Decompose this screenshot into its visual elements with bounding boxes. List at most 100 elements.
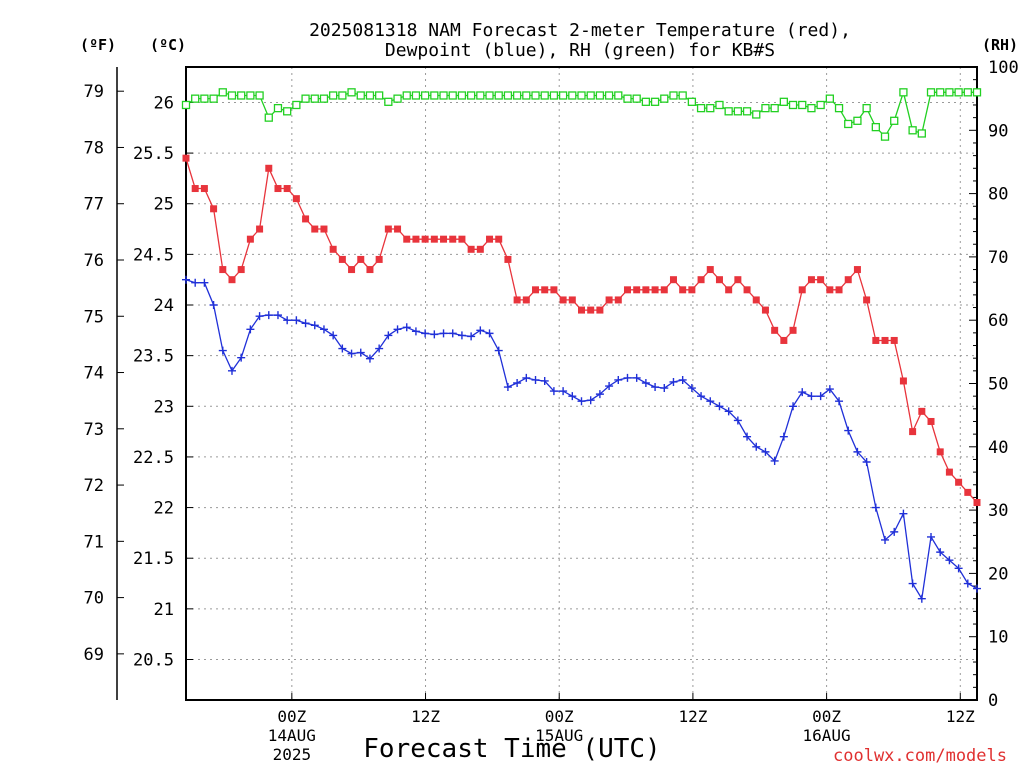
rh-point [660,94,669,103]
rh-point [577,91,586,100]
dewpoint-point [319,325,328,334]
chart-title-line2: Dewpoint (blue), RH (green) for KB#S [385,40,775,61]
rh-point [761,103,770,113]
rh-point [181,100,191,110]
rh-point [632,94,641,103]
dewpoint-point [945,556,954,565]
temperature-point [789,326,797,334]
rh-point [365,91,375,100]
dewpoint-point [411,327,420,336]
rh-unit-label: (RH) [982,36,1018,54]
temperature-point [743,286,751,294]
fahrenheit-tick-label: 70 [84,589,104,609]
rh-point [264,113,273,122]
temperature-point [734,276,742,284]
temperature-point [265,164,273,172]
temperature-point [596,306,604,314]
temperature-point [578,306,585,314]
dewpoint-point [724,407,733,416]
rh-point [246,91,255,100]
temperature-point [826,286,834,294]
rh-tick-label: 40 [988,438,1008,458]
rh-point [687,97,697,106]
rh-point [255,91,264,100]
rh-point [283,107,292,116]
celsius-tick-label: 25.5 [133,144,174,164]
temperature-point [798,286,806,294]
x-tick-date: 15AUG [535,726,583,745]
rh-point [678,91,687,100]
temperature-point [614,296,622,304]
fahrenheit-tick-label: 75 [84,307,104,327]
dewpoint-point [586,396,595,405]
rh-tick-label: 30 [988,501,1008,521]
rh-point [310,94,319,103]
dewpoint-point [375,344,384,353]
temperature-point [200,185,208,193]
dewpoint-point [568,392,577,401]
x-tick-label: 12Z [946,707,975,726]
rh-point [540,91,549,100]
dewpoint-point [936,548,945,557]
rh-point [512,91,522,100]
dewpoint-point [402,323,411,332]
rh-point [494,91,503,100]
temperature-point [927,417,935,425]
rh-point [466,91,476,100]
fahrenheit-tick-label: 79 [84,82,104,102]
temperature-point [890,336,898,344]
dewpoint-point [623,373,632,382]
dewpoint-point [246,325,255,334]
celsius-tick-label: 22 [154,499,174,519]
dewpoint-point [365,354,374,363]
rh-point [595,91,605,100]
fahrenheit-tick-label: 74 [84,364,104,384]
x-tick-label: 12Z [678,707,707,726]
rh-tick-label: 100 [988,58,1019,78]
temperature-point [761,306,769,314]
temperature-point [706,266,714,274]
temperature-point [973,499,981,507]
temperature-point [357,255,365,263]
credit-text: coolwx.com/models [833,746,1007,766]
temperature-point [320,225,328,233]
rh-point [724,107,733,116]
dewpoint-point [862,457,871,466]
x-tick-label: 00Z [812,707,841,726]
dewpoint-point [779,432,788,441]
rh-point [650,97,660,106]
dewpoint-point [825,385,834,394]
fahrenheit-tick-label: 78 [84,138,104,158]
rh-point [954,88,963,97]
rh-point [522,91,531,100]
temperature-point [936,448,944,456]
dewpoint-point [835,397,844,406]
rh-point [558,91,568,100]
dewpoint-point [448,329,457,338]
dewpoint-point [513,378,522,387]
rh-point [393,94,402,103]
temperature-point [541,286,549,294]
dewpoint-point [605,382,614,391]
x-tick-label: 12Z [411,707,440,726]
temperature-point [338,255,346,263]
dewpoint-point [467,332,476,341]
dewpoint-point [660,384,669,393]
dewpoint-point [954,564,963,573]
rh-point [834,103,844,113]
dewpoint-point [439,329,448,338]
rh-point [347,88,356,97]
dewpoint-point [908,579,917,588]
rh-point [669,91,678,100]
temperature-point [909,428,917,436]
rh-point [908,126,917,135]
rh-tick-label: 60 [988,311,1008,331]
rh-point [715,100,724,110]
rh-point [375,91,384,100]
dewpoint-point [301,319,310,328]
dewpoint-point [218,346,227,355]
x-tick-label: 00Z [277,707,306,726]
dewpoint-point [881,535,890,544]
temperature-point [945,468,953,476]
dewpoint-point [283,316,292,325]
